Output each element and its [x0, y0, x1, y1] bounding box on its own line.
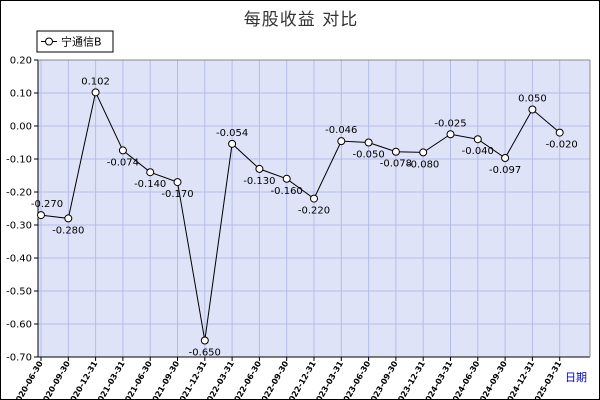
data-label: -0.140: [134, 179, 166, 190]
y-tick-label: -0.40: [6, 254, 32, 265]
data-labels: -0.270 -0.280 0.102 -0.074 -0.140-0.170 -0.65…: [31, 76, 578, 358]
data-point: [501, 154, 510, 163]
y-tick-label: -0.20: [6, 188, 32, 199]
x-tick-label: 2020-06-30: [11, 359, 45, 400]
data-point: [255, 164, 264, 173]
data-point: [419, 148, 428, 157]
chart-title: 每股收益 对比: [243, 10, 359, 30]
data-point: [200, 336, 209, 345]
data-point: [173, 178, 182, 187]
data-point: [337, 137, 346, 146]
data-label: -0.650: [189, 348, 221, 359]
data-point: [310, 194, 318, 203]
data-label: -0.270: [31, 199, 63, 210]
data-label: -0.050: [352, 150, 384, 161]
data-point: [528, 105, 537, 114]
data-point: [146, 168, 155, 177]
data-point: [555, 128, 564, 137]
data-point: [91, 88, 100, 97]
data-label: -0.080: [407, 159, 439, 170]
data-label: 0.102: [81, 76, 110, 87]
data-label: -0.054: [216, 128, 248, 139]
data-label: -0.025: [434, 118, 466, 129]
data-point: [446, 130, 455, 139]
y-tick-label: -0.60: [6, 320, 32, 331]
data-point: [391, 147, 400, 156]
data-label: -0.160: [271, 186, 303, 197]
data-label: -0.097: [489, 165, 521, 176]
data-label: -0.020: [546, 140, 578, 151]
data-label: -0.130: [243, 176, 275, 187]
data-label: -0.078: [380, 159, 412, 170]
y-tick-label: -0.70: [6, 353, 32, 364]
series-line: [40, 90, 561, 341]
data-label: -0.280: [52, 225, 84, 236]
y-tick-label: -0.30: [6, 221, 32, 232]
data-label: 0.050: [518, 94, 547, 105]
y-tick-label: 0.20: [10, 56, 32, 67]
data-point: [473, 135, 482, 144]
y-tick-label: -0.50: [6, 287, 32, 298]
data-point: [364, 138, 373, 147]
data-label: -0.220: [298, 206, 330, 217]
legend-marker: [45, 37, 53, 46]
data-point: [64, 214, 73, 223]
y-tick-label: 0.10: [10, 89, 32, 100]
data-label: -0.046: [325, 125, 357, 136]
y-tick-label: 0.00: [10, 122, 32, 133]
data-label: -0.040: [462, 146, 494, 157]
data-label: -0.170: [161, 189, 193, 200]
data-point: [118, 146, 127, 155]
legend-box: [36, 30, 114, 53]
legend: 宁通信B: [36, 30, 114, 53]
y-tick-label: -0.10: [6, 155, 32, 166]
data-label: -0.074: [107, 157, 139, 168]
data-point: [282, 174, 291, 183]
legend-series-name: 宁通信B: [61, 35, 102, 49]
grid-lines: [38, 59, 590, 358]
series-line-group: [37, 88, 564, 345]
x-axis-label: 日期: [565, 371, 587, 384]
data-point: [228, 139, 237, 148]
data-point: [37, 211, 45, 220]
